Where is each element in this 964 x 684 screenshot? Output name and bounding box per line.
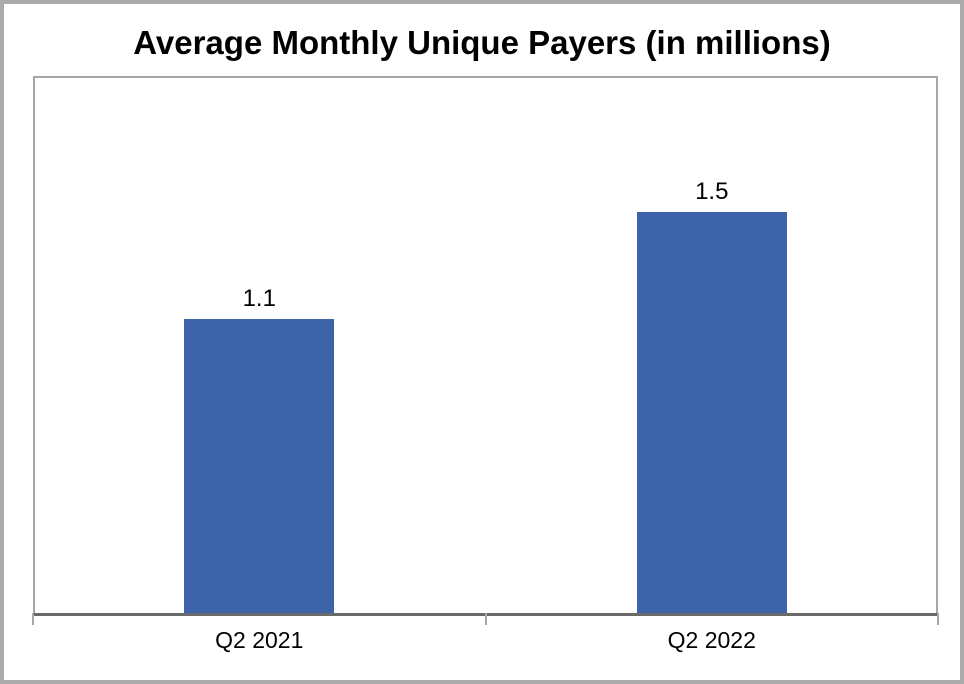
x-axis-label: Q2 2022: [667, 627, 756, 653]
plot-area: [33, 76, 938, 613]
x-axis-label: Q2 2021: [215, 627, 304, 653]
chart-title: Average Monthly Unique Payers (in millio…: [133, 24, 831, 61]
bar: [184, 319, 335, 613]
value-label: 1.5: [695, 178, 729, 205]
bar: [636, 212, 787, 613]
x-axis-tick: [32, 613, 34, 625]
x-axis-tick: [937, 613, 939, 625]
value-label: 1.1: [242, 285, 276, 312]
x-axis-tick: [485, 613, 487, 625]
